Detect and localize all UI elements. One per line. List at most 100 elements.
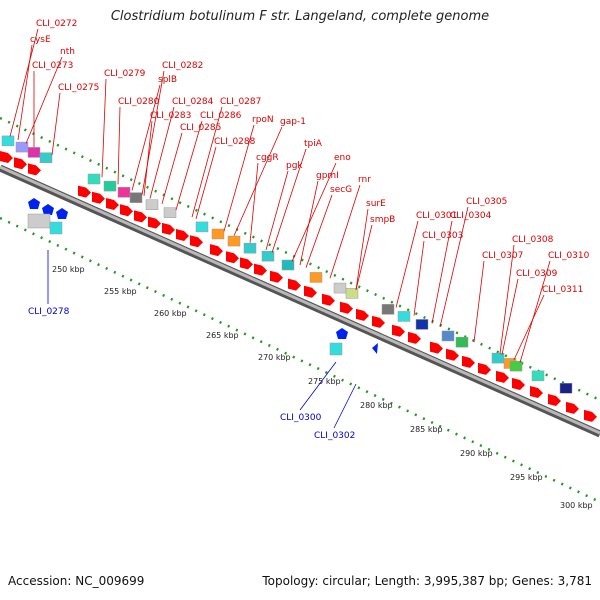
- gene-label-gap-1: gap-1: [280, 117, 306, 127]
- forward-gene-arrow: [392, 324, 405, 337]
- label-leader-line: [431, 220, 453, 324]
- label-leader-line: [233, 126, 283, 236]
- gene-label-CLI_0286: CLI_0286: [200, 111, 242, 121]
- label-leader-line: [519, 260, 551, 363]
- forward-gene-arrow: [496, 370, 509, 383]
- label-leader-line: [131, 84, 161, 191]
- gene-label-CLI_0304: CLI_0304: [450, 211, 492, 221]
- label-leader-line: [355, 208, 369, 290]
- feature-box: [243, 242, 257, 254]
- forward-gene-arrow: [134, 210, 147, 223]
- gene-label-CLI_0288: CLI_0288: [214, 137, 256, 147]
- footer-topology: Topology: circular; Length: 3,995,387 bp…: [262, 574, 592, 588]
- label-leader-line: [25, 56, 63, 144]
- label-leader-line: [117, 106, 121, 185]
- forward-gene-arrow: [408, 331, 421, 344]
- gene-label-CLI_0287: CLI_0287: [220, 97, 261, 107]
- forward-gene-arrow: [92, 191, 105, 204]
- gene-label-gpmI: gpmI: [316, 171, 339, 181]
- gene-label-CLI_0282: CLI_0282: [162, 61, 203, 71]
- gene-label-secG: secG: [330, 185, 352, 195]
- label-leader-line: [333, 383, 357, 429]
- gene-label-CLI_0310: CLI_0310: [548, 251, 590, 261]
- feature-box: [103, 180, 117, 192]
- forward-gene-arrow: [254, 263, 267, 276]
- gene-label-pgk: pgk: [286, 161, 303, 171]
- feature-box: [27, 147, 41, 158]
- feature-box: [559, 383, 573, 394]
- forward-gene-arrow: [446, 348, 459, 361]
- tick-label: 295 kbp: [510, 473, 543, 482]
- forward-gene-arrow: [584, 409, 597, 422]
- forward-gene-arrow: [162, 222, 175, 235]
- forward-gene-arrow: [14, 157, 27, 170]
- feature-box: [441, 330, 455, 342]
- forward-gene-arrow: [240, 257, 253, 270]
- feature-box: [509, 360, 523, 372]
- label-leader-line: [439, 206, 469, 328]
- forward-gene-arrow: [512, 377, 525, 390]
- label-leader-line: [499, 244, 515, 354]
- label-leader-line: [249, 162, 259, 243]
- label-leader-line: [51, 92, 61, 156]
- feature-box: [163, 207, 177, 218]
- gene-label-rnr: rnr: [358, 175, 371, 185]
- feature-box: [345, 288, 359, 299]
- feature-box: [1, 135, 15, 147]
- gene-label-CLI_0300: CLI_0300: [280, 413, 322, 423]
- tick-label: 270 kbp: [258, 353, 291, 362]
- label-leader-line: [299, 180, 319, 266]
- gene-label-CLI_0307: CLI_0307: [482, 251, 523, 261]
- forward-gene-arrow: [288, 278, 301, 291]
- tick-label: 275 kbp: [308, 377, 341, 386]
- label-leader-line: [291, 162, 337, 262]
- tick-label: 260 kbp: [154, 309, 187, 318]
- label-leader-line: [271, 148, 307, 253]
- feature-box: [381, 304, 395, 315]
- label-leader-line: [161, 132, 183, 204]
- tick-label: 285 kbp: [410, 425, 443, 434]
- gene-label-CLI_0303: CLI_0303: [422, 231, 463, 241]
- forward-gene-arrow: [210, 244, 223, 257]
- forward-gene-arrow: [304, 285, 317, 298]
- reverse-gene-marker: [336, 328, 348, 339]
- feature-box: [117, 187, 131, 198]
- gene-label-CLI_0305: CLI_0305: [466, 197, 507, 207]
- label-leaders: [9, 28, 551, 429]
- forward-gene-arrow: [190, 235, 203, 248]
- genome-backbone: [0, 164, 600, 438]
- forward-gene-arrow: [270, 270, 283, 283]
- gene-label-CLI_0273: CLI_0273: [32, 61, 73, 71]
- reverse-gene-marker: [42, 204, 54, 215]
- forward-gene-arrow: [226, 251, 239, 264]
- gene-label-CLI_0272: CLI_0272: [36, 19, 77, 29]
- feature-boxes: [1, 135, 573, 394]
- gene-label-surE: surE: [366, 199, 386, 209]
- tick-label: 280 kbp: [360, 401, 393, 410]
- feature-box: [491, 352, 505, 364]
- gene-label-splB: splB: [158, 75, 177, 85]
- label-leader-line: [473, 260, 485, 343]
- gene-label-CLI_0278: CLI_0278: [28, 307, 70, 317]
- gene-label-CLI_0280: CLI_0280: [118, 97, 160, 107]
- forward-gene-arrow: [430, 341, 443, 354]
- label-leader-line: [413, 240, 425, 316]
- feature-box: [455, 336, 469, 348]
- label-leader-line: [191, 106, 223, 218]
- reverse-feature-box: [49, 221, 63, 235]
- forward-gene-arrow: [548, 393, 561, 406]
- forward-gene-arrow: [148, 216, 161, 229]
- gene-label-CLI_0275: CLI_0275: [58, 83, 99, 93]
- feature-box: [39, 152, 53, 163]
- label-leader-line: [17, 44, 33, 141]
- tick-label: 250 kbp: [52, 265, 85, 274]
- gene-label-CLI_0284: CLI_0284: [172, 97, 214, 107]
- tick-label: 290 kbp: [460, 449, 493, 458]
- feature-box: [333, 282, 347, 294]
- feature-box: [15, 141, 29, 153]
- footer-accession: Accession: NC_009699: [8, 574, 145, 588]
- forward-gene-arrow: [120, 204, 133, 217]
- reverse-gene-marker: [372, 343, 378, 354]
- gene-label-smpB: smpB: [370, 215, 395, 225]
- gene-labels: CLI_0272 cysE nth CLI_0273 CLI_0275 CLI_0279s…: [28, 19, 590, 441]
